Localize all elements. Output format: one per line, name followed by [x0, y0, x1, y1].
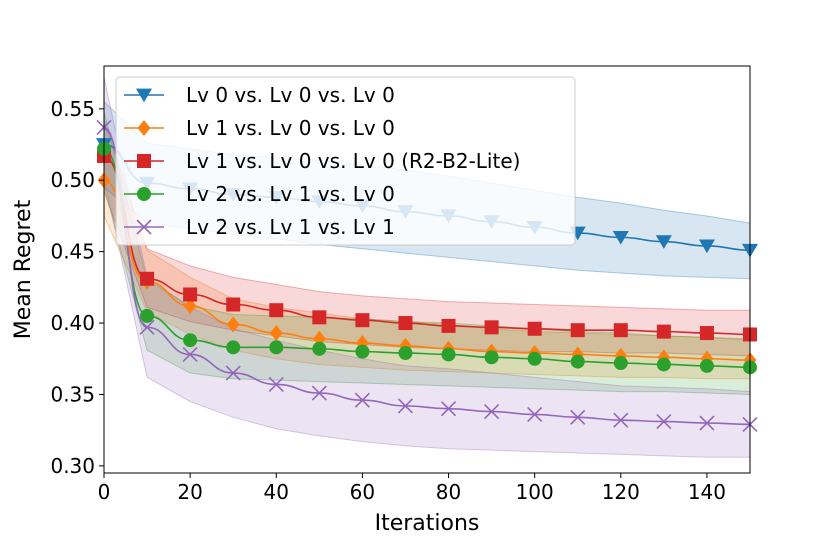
x-tick-label: 0 [98, 480, 111, 504]
y-tick-label: 0.35 [50, 382, 95, 406]
data-point-4-7 [355, 344, 370, 359]
data-point-5-4 [225, 365, 241, 381]
data-point-3-13 [613, 323, 628, 338]
data-point-4-3 [183, 333, 198, 348]
data-point-2-8 [399, 337, 412, 354]
legend-label-3: Lv 1 vs. Lv 0 vs. Lv 0 (R2-B2-Lite) [186, 149, 520, 173]
data-point-3-15 [699, 326, 714, 341]
data-point-4-6 [312, 341, 327, 356]
legend-label-2: Lv 1 vs. Lv 0 vs. Lv 0 [186, 116, 395, 140]
legend-marker-5 [136, 219, 152, 235]
data-point-3-4 [226, 297, 241, 312]
x-tick-label: 40 [264, 480, 289, 504]
data-point-5-13 [613, 412, 629, 428]
y-tick-label: 0.30 [50, 454, 95, 478]
x-tick-label: 100 [516, 480, 554, 504]
data-point-1-15 [698, 239, 715, 254]
x-tick-label: 60 [350, 480, 375, 504]
data-point-4-4 [226, 340, 241, 355]
legend-label-4: Lv 2 vs. Lv 1 vs. Lv 0 [186, 182, 395, 206]
data-point-5-11 [527, 406, 543, 423]
y-tick-label: 0.45 [50, 240, 95, 264]
legend: Lv 0 vs. Lv 0 vs. Lv 0 Lv 1 vs. Lv 0 vs. … [115, 76, 576, 246]
data-point-3-10 [484, 320, 499, 335]
data-point-3-12 [570, 323, 585, 338]
data-point-5-15 [699, 415, 715, 431]
plot-frame [103, 65, 751, 474]
data-point-5-9 [440, 401, 457, 417]
data-point-3-8 [398, 316, 413, 331]
legend-marker-3 [137, 154, 151, 168]
data-point-5-3 [182, 346, 198, 363]
x-tick-label: 80 [436, 480, 461, 504]
data-point-5-14 [656, 414, 672, 430]
data-point-3-11 [527, 321, 542, 336]
data-point-4-5 [269, 340, 284, 355]
data-point-3-6 [312, 310, 327, 325]
x-axis-ticks: 0 20 40 60 80 100 120 140 [98, 473, 726, 504]
data-point-3-2 [140, 271, 155, 286]
x-tick-label: 20 [177, 480, 202, 504]
legend-box [115, 76, 576, 246]
y-tick-label: 0.40 [50, 311, 95, 335]
data-point-4-12 [570, 354, 585, 369]
data-point-3-7 [355, 313, 370, 328]
x-tick-label: 120 [602, 480, 640, 504]
data-point-5-12 [570, 409, 586, 425]
y-tick-label: 0.50 [50, 168, 95, 192]
data-point-4-10 [484, 350, 499, 365]
data-point-2-3 [183, 297, 197, 314]
data-point-4-13 [613, 356, 628, 371]
x-axis-label: Iterations [375, 511, 480, 536]
y-tick-label: 0.55 [50, 97, 95, 121]
y-axis-ticks: 0.30 0.35 0.40 0.45 0.50 0.55 [50, 97, 104, 478]
data-point-3-14 [656, 324, 671, 339]
data-point-5-10 [484, 404, 500, 420]
data-point-5-8 [397, 398, 414, 414]
legend-marker-4 [137, 187, 151, 201]
data-point-5-7 [354, 392, 370, 408]
legend-label-1: Lv 0 vs. Lv 0 vs. Lv 0 [186, 83, 395, 107]
data-point-5-2 [139, 319, 155, 335]
data-point-4-9 [441, 347, 456, 362]
data-point-4-11 [527, 351, 542, 366]
legend-marker-2 [137, 120, 151, 136]
data-point-1-13 [612, 230, 629, 245]
data-point-5-5 [268, 376, 284, 393]
y-axis-label: Mean Regret [11, 199, 36, 339]
data-point-4-14 [656, 357, 671, 372]
data-point-4-15 [699, 358, 714, 373]
x-tick-label: 140 [688, 480, 726, 504]
data-point-3-3 [183, 287, 198, 302]
data-point-1-14 [655, 235, 672, 249]
legend-marker-1 [136, 88, 152, 103]
data-point-4-8 [398, 346, 413, 361]
legend-label-5: Lv 2 vs. Lv 1 vs. Lv 1 [186, 215, 395, 239]
data-point-5-6 [311, 385, 327, 401]
data-point-3-9 [441, 318, 456, 333]
data-point-3-5 [269, 303, 284, 318]
data-point-4-2 [140, 308, 155, 323]
data-point-2-4 [226, 316, 240, 333]
data-point-2-5 [269, 325, 283, 342]
